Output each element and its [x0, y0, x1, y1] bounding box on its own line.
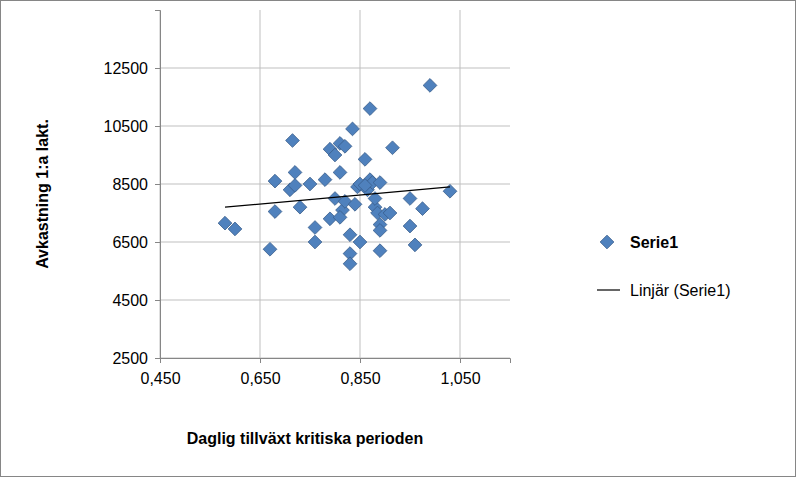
point — [383, 206, 397, 220]
legend-label: Serie1 — [630, 234, 678, 251]
chart-border — [1, 1, 796, 477]
point — [333, 166, 347, 180]
point — [288, 179, 302, 193]
y-tick-label: 4500 — [112, 292, 148, 309]
point — [333, 210, 347, 224]
point — [263, 242, 277, 256]
x-axis-title: Daglig tillväxt kritiska perioden — [187, 430, 424, 447]
point — [303, 177, 317, 191]
point — [343, 257, 357, 271]
x-tick-label: 0,650 — [240, 370, 280, 387]
point — [308, 235, 322, 249]
point — [403, 219, 417, 233]
legend-swatch — [597, 289, 620, 290]
point — [443, 184, 457, 198]
point — [416, 202, 430, 216]
legend: Serie1 Linjär (Serie1) — [597, 234, 730, 299]
y-tick: 2500 — [112, 350, 160, 367]
point — [408, 238, 422, 252]
x-axis-line — [161, 359, 511, 364]
x-tick: 0,850 — [340, 358, 380, 387]
point — [308, 221, 322, 235]
x-tick-mark — [260, 358, 261, 363]
x-tick-label: 0,450 — [140, 370, 180, 387]
grid-line — [160, 300, 510, 301]
y-tick-mark — [155, 126, 160, 127]
point — [373, 176, 387, 190]
y-axis: 2500 4500 6500 8500 10500 12500 — [104, 11, 161, 367]
point — [358, 179, 372, 193]
legend-item: Linjär (Serie1) — [597, 282, 730, 299]
point — [343, 228, 357, 242]
point — [423, 79, 437, 93]
point — [318, 173, 332, 187]
x-axis: 0,450 0,650 0,850 1,050 — [140, 358, 510, 387]
legend-item: Serie1 — [600, 234, 678, 251]
plot-marks — [218, 79, 457, 271]
chart: 0,450 0,650 0,850 1,050 2500 4500 6500 8500 1050… — [0, 0, 796, 477]
y-tick-label: 2500 — [112, 350, 148, 367]
point — [363, 102, 377, 116]
point — [338, 139, 352, 153]
y-tick-mark — [155, 358, 160, 359]
trend-line — [225, 187, 450, 207]
point — [346, 122, 360, 136]
y-tick-mark — [155, 68, 160, 69]
grid-line — [160, 184, 510, 185]
point — [386, 141, 400, 155]
legend-label: Linjär (Serie1) — [630, 282, 730, 299]
point — [403, 192, 417, 206]
grid-line — [160, 68, 510, 69]
y-tick-label: 10500 — [104, 118, 149, 135]
point — [286, 134, 300, 148]
point — [358, 152, 372, 166]
y-axis-line — [155, 11, 161, 359]
y-tick-mark — [155, 184, 160, 185]
y-tick-mark — [155, 242, 160, 243]
point — [268, 205, 282, 219]
x-tick-label: 0,850 — [340, 370, 380, 387]
grid — [160, 10, 510, 358]
grid-line — [160, 126, 510, 127]
x-tick-mark — [360, 358, 361, 363]
point — [268, 174, 282, 188]
y-axis-title: Avkastning 1:a lakt. — [34, 119, 51, 269]
point — [293, 200, 307, 214]
legend-swatch — [600, 235, 614, 249]
y-tick-label: 8500 — [112, 176, 148, 193]
x-tick-mark — [460, 358, 461, 363]
x-tick-label: 1,050 — [440, 370, 480, 387]
point — [353, 235, 367, 249]
y-tick: 4500 — [112, 292, 160, 309]
y-tick: 6500 — [112, 234, 160, 251]
y-tick: 12500 — [104, 60, 161, 77]
y-tick: 8500 — [112, 176, 160, 193]
point — [373, 244, 387, 258]
point — [348, 197, 362, 211]
x-tick: 1,050 — [440, 358, 480, 387]
y-tick-mark — [155, 300, 160, 301]
y-tick-label: 6500 — [112, 234, 148, 251]
point — [228, 222, 242, 236]
x-tick: 0,650 — [240, 358, 280, 387]
point — [288, 166, 302, 180]
point — [373, 224, 387, 238]
grid-line — [160, 242, 510, 243]
y-tick: 10500 — [104, 118, 161, 135]
y-tick-label: 12500 — [104, 60, 149, 77]
